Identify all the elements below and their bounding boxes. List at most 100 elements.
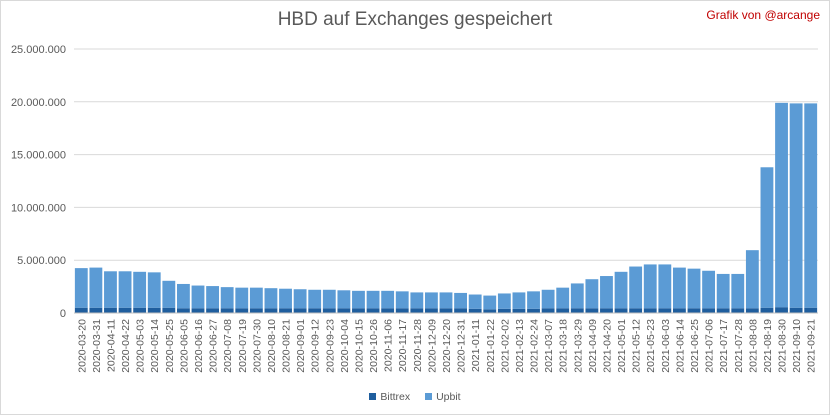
chart-credit: Grafik von @arcange xyxy=(706,8,820,22)
x-tick-label: 2020-06-27 xyxy=(208,319,220,373)
bar-upbit xyxy=(716,273,730,309)
x-tick-label: 2020-03-20 xyxy=(76,319,88,373)
bar-upbit xyxy=(643,264,657,309)
bar-upbit xyxy=(89,267,103,308)
bar-bittrex xyxy=(74,307,88,313)
x-tick-label: 2021-02-13 xyxy=(514,319,526,373)
bar-bittrex xyxy=(381,308,395,313)
bar-upbit xyxy=(104,271,117,308)
x-tick-label: 2020-04-11 xyxy=(105,319,117,372)
bar-bittrex xyxy=(804,307,818,313)
bar-bittrex xyxy=(162,307,176,313)
bar-upbit xyxy=(512,292,526,309)
x-tick-label: 2020-11-17 xyxy=(397,319,409,372)
chart-legend: Bittrex Upbit xyxy=(0,391,830,403)
bar-upbit xyxy=(600,276,613,309)
bar-bittrex xyxy=(643,308,657,313)
bar-upbit xyxy=(789,103,803,308)
x-tick-label: 2021-04-20 xyxy=(601,319,613,373)
bar-bittrex xyxy=(308,308,322,313)
bar-upbit xyxy=(424,292,438,309)
x-tick-label: 2021-06-25 xyxy=(689,319,701,373)
x-tick-label: 2021-06-14 xyxy=(674,319,686,373)
bar-bittrex xyxy=(702,308,716,313)
x-tick-label: 2020-05-25 xyxy=(164,319,176,373)
bar-upbit xyxy=(191,285,205,309)
bar-bittrex xyxy=(541,308,555,313)
bar-bittrex xyxy=(585,308,599,313)
x-tick-label: 2020-09-12 xyxy=(310,319,322,373)
bar-upbit xyxy=(439,292,453,309)
y-tick-label: 15.000.000 xyxy=(11,150,66,162)
bar-bittrex xyxy=(760,307,774,313)
x-tick-label: 2020-12-20 xyxy=(441,319,453,373)
x-tick-label: 2020-07-19 xyxy=(237,319,249,373)
x-tick-label: 2021-05-01 xyxy=(616,319,628,373)
bar-upbit xyxy=(147,272,161,308)
bar-bittrex xyxy=(629,308,643,313)
legend-swatch-upbit xyxy=(425,393,433,400)
bar-upbit xyxy=(308,289,322,309)
y-tick-label: 10.000.000 xyxy=(11,202,66,214)
bar-upbit xyxy=(556,287,570,309)
bar-upbit xyxy=(745,250,759,309)
bar-upbit xyxy=(74,268,88,308)
x-tick-label: 2021-07-28 xyxy=(733,319,745,373)
x-tick-label: 2020-06-16 xyxy=(193,319,205,373)
bar-upbit xyxy=(658,264,672,309)
bar-bittrex xyxy=(366,308,380,313)
bar-bittrex xyxy=(468,308,482,313)
bar-bittrex xyxy=(745,308,759,313)
bar-bittrex xyxy=(716,308,730,313)
bar-upbit xyxy=(731,273,745,309)
bar-upbit xyxy=(293,289,307,309)
x-tick-label: 2021-08-08 xyxy=(747,319,759,373)
bar-bittrex xyxy=(527,308,540,313)
y-tick-label: 25.000.000 xyxy=(11,44,66,56)
bar-upbit xyxy=(176,283,190,309)
bar-upbit xyxy=(352,290,365,309)
bar-upbit xyxy=(337,290,351,309)
x-tick-label: 2021-01-11 xyxy=(470,319,482,372)
bar-upbit xyxy=(497,293,511,309)
x-tick-label: 2021-09-21 xyxy=(806,319,818,373)
bar-bittrex xyxy=(89,307,103,313)
bar-bittrex xyxy=(191,308,205,313)
bar-bittrex xyxy=(483,309,497,313)
x-tick-label: 2020-08-10 xyxy=(266,319,278,373)
x-tick-label: 2021-08-19 xyxy=(762,319,774,373)
bar-upbit xyxy=(585,279,599,309)
bar-bittrex xyxy=(322,308,336,313)
bar-upbit xyxy=(235,287,249,309)
x-tick-label: 2021-03-18 xyxy=(558,319,570,373)
x-tick-label: 2020-11-28 xyxy=(412,319,424,372)
x-tick-label: 2021-03-07 xyxy=(543,319,555,373)
bar-bittrex xyxy=(352,308,365,313)
legend-label-upbit: Upbit xyxy=(436,391,461,403)
bar-bittrex xyxy=(133,307,147,313)
bar-upbit xyxy=(760,167,774,308)
bar-upbit xyxy=(804,103,818,308)
bar-upbit xyxy=(381,290,395,309)
bar-bittrex xyxy=(497,308,511,313)
x-tick-label: 2021-09-10 xyxy=(791,319,803,373)
legend-item-bittrex: Bittrex xyxy=(369,391,410,403)
x-tick-label: 2020-06-05 xyxy=(178,319,190,373)
x-tick-label: 2021-05-12 xyxy=(631,319,643,373)
bar-upbit xyxy=(264,288,278,309)
bar-bittrex xyxy=(279,308,292,313)
x-tick-label: 2020-03-31 xyxy=(91,319,103,373)
bar-bittrex xyxy=(118,307,132,313)
bar-upbit xyxy=(614,271,628,309)
x-tick-label: 2020-07-30 xyxy=(251,319,263,373)
bar-bittrex xyxy=(220,308,234,313)
bar-upbit xyxy=(118,271,132,308)
y-tick-label: 0 xyxy=(60,308,66,320)
x-tick-label: 2020-10-04 xyxy=(339,319,351,373)
bar-bittrex xyxy=(658,308,672,313)
y-tick-label: 20.000.000 xyxy=(11,97,66,109)
x-tick-label: 2021-05-23 xyxy=(645,319,657,373)
x-tick-label: 2021-02-02 xyxy=(499,319,511,373)
x-tick-label: 2020-08-21 xyxy=(281,319,293,373)
bar-bittrex xyxy=(570,308,584,313)
